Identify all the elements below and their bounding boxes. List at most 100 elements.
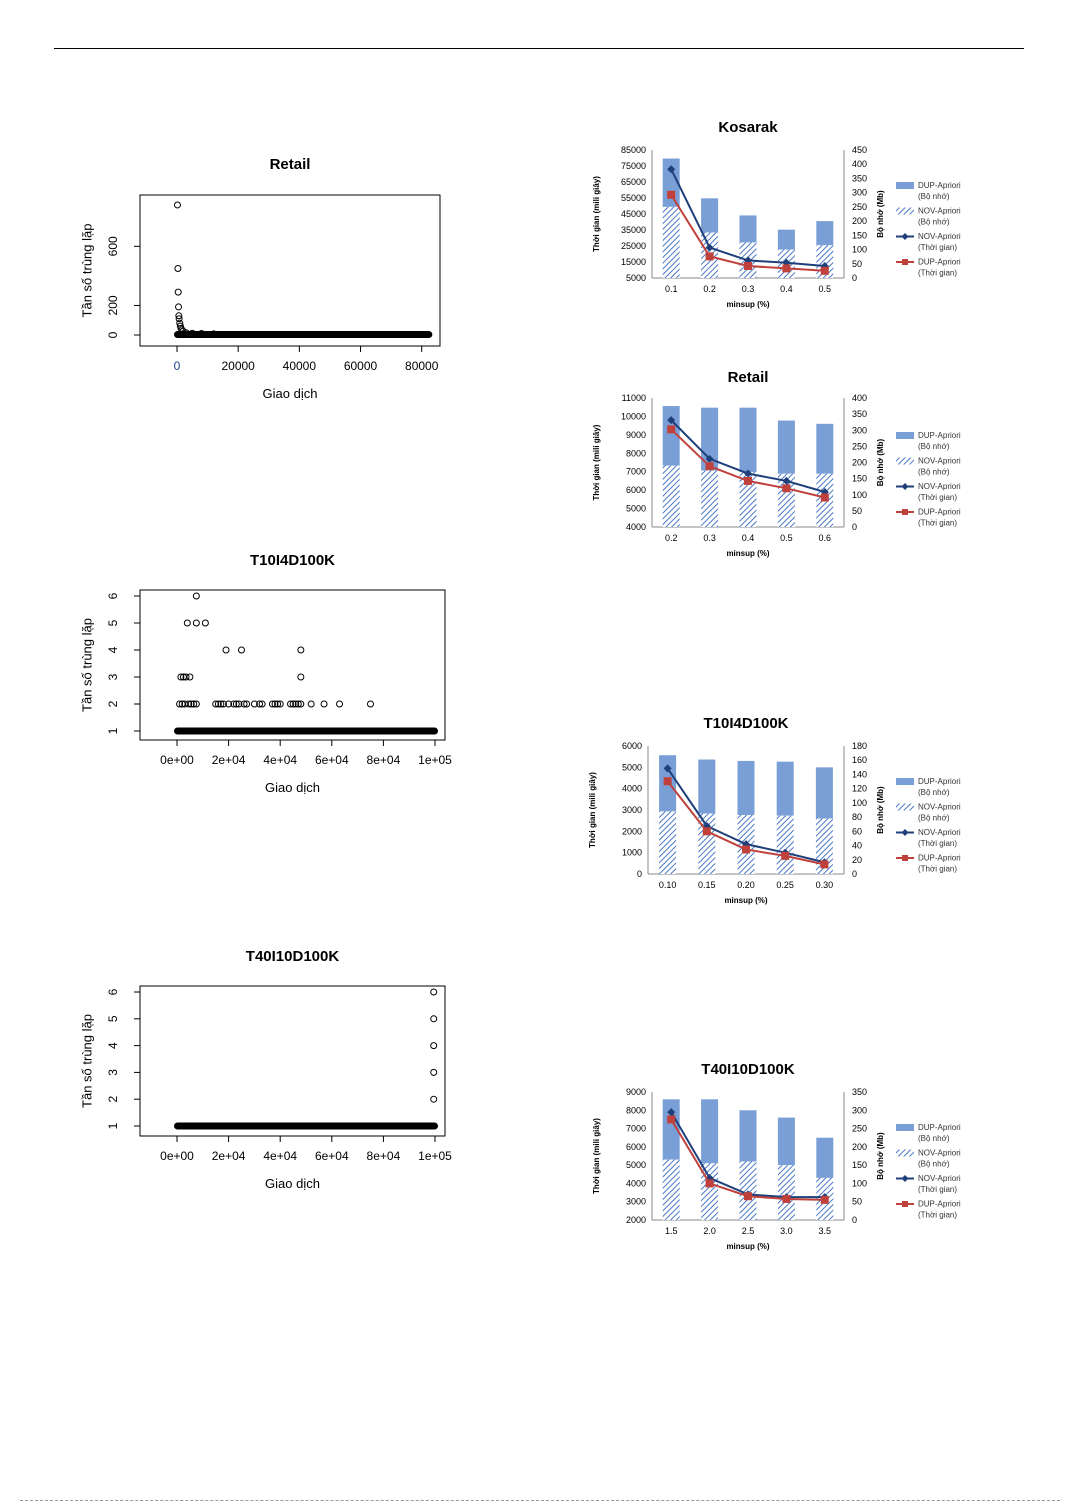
y-tick-label: 55000	[621, 193, 646, 203]
dup-time-marker	[667, 190, 676, 199]
x-tick-label: 0.20	[737, 880, 755, 890]
data-point	[201, 619, 209, 627]
data-point	[232, 700, 240, 708]
data-point	[176, 319, 184, 327]
y-tick-label: 3000	[626, 1197, 646, 1207]
y-axis-label: Tần số trùng lặp	[79, 224, 94, 318]
y-tick-label: 15000	[621, 257, 646, 267]
x-tick-label: 2e+04	[212, 1149, 246, 1163]
legend-name: DUP-Apriori	[918, 181, 961, 190]
legend-name: NOV-Apriori	[918, 1149, 961, 1158]
y-tick-label: 6	[106, 988, 120, 995]
data-point	[188, 329, 196, 337]
dup-time-marker	[744, 476, 752, 485]
data-point	[276, 700, 284, 708]
data-point	[177, 673, 185, 681]
data-point	[176, 700, 184, 708]
y-tick-label: 5000	[626, 504, 646, 514]
y-tick-label: 5000	[626, 1160, 646, 1170]
data-point	[268, 700, 276, 708]
dup-time-marker	[820, 860, 829, 869]
dup-time-marker	[702, 827, 711, 836]
x-tick-label: 0.5	[819, 284, 832, 294]
x-tick-label: 0.3	[703, 533, 716, 543]
y-tick-label: 25000	[621, 241, 646, 251]
y-tick-label: 0	[106, 331, 120, 338]
legend-marker	[902, 855, 908, 861]
bar-dup-memory	[662, 406, 680, 466]
bar-dup-memory	[662, 1099, 680, 1160]
legend-marker	[901, 829, 909, 836]
legend-marker	[901, 1175, 909, 1182]
bar-dup-memory	[701, 198, 719, 233]
dense-point-band	[174, 331, 433, 339]
legend-sub: (Bộ nhớ)	[918, 192, 950, 201]
y-tick-label: 5	[106, 1015, 120, 1022]
legend-sub: (Thời gian)	[918, 1185, 957, 1194]
data-point	[212, 700, 220, 708]
y-axis-label: Thời gian (mili giây)	[592, 1118, 601, 1194]
nov-time-marker	[667, 1108, 676, 1117]
data-point	[430, 1015, 438, 1023]
dup-time-marker	[820, 493, 829, 502]
data-point	[225, 700, 233, 708]
legend-swatch	[896, 1124, 914, 1131]
y-tick-label: 11000	[622, 393, 646, 403]
y2-tick-label: 50	[852, 506, 862, 516]
t10-bar-line-chart: T10I4D100K 0 1000 2000 3000 4000 5000 6000 0 20 40…	[588, 715, 961, 905]
data-point	[235, 700, 243, 708]
legend-sub: (Thời gian)	[918, 519, 957, 528]
y2-tick-label: 250	[852, 441, 867, 451]
nov-time-marker	[667, 165, 676, 174]
legend-name: NOV-Apriori	[918, 457, 961, 466]
y-tick-label: 6000	[626, 1142, 646, 1152]
y-axis-label: Thời gian (mili giây)	[592, 424, 601, 500]
y-tick-label: 2	[106, 1096, 120, 1103]
chart-title: T10I4D100K	[250, 552, 335, 569]
nov-time-marker	[667, 416, 676, 425]
y-tick-label: 200	[106, 295, 120, 315]
y2-tick-label: 150	[852, 474, 867, 484]
y-tick-label: 9000	[626, 1087, 646, 1097]
x-tick-label: 0e+00	[160, 753, 194, 767]
y-tick-label: 3000	[622, 805, 642, 815]
x-tick-label: 6e+04	[315, 753, 349, 767]
legend-name: NOV-Apriori	[918, 828, 961, 837]
bar-dup-memory	[739, 215, 757, 243]
x-tick-label: 0.2	[665, 533, 678, 543]
top-rule	[54, 48, 1024, 49]
legend-swatch	[896, 432, 914, 439]
y2-tick-label: 0	[852, 273, 857, 283]
data-point	[367, 700, 374, 708]
data-point	[297, 700, 305, 708]
x-tick-label: 6e+04	[315, 1149, 349, 1163]
chart-title: T10I4D100K	[703, 715, 788, 732]
bar-dup-memory	[737, 760, 755, 815]
bar-dup-memory	[777, 420, 795, 474]
data-point	[186, 673, 194, 681]
legend-sub: (Thời gian)	[918, 493, 957, 502]
x-tick-label: 0.3	[742, 284, 755, 294]
y2-tick-label: 100	[852, 1178, 867, 1188]
dup-time-marker	[820, 1195, 829, 1204]
data-point	[430, 1095, 438, 1103]
x-tick-label: 1e+05	[418, 1149, 452, 1163]
data-point	[289, 700, 297, 708]
data-point	[258, 700, 266, 708]
y-tick-label: 1000	[622, 848, 642, 858]
y2-tick-label: 300	[852, 425, 867, 435]
legend-swatch	[896, 803, 914, 811]
bar-dup-memory	[777, 1117, 795, 1166]
data-point	[430, 1042, 438, 1050]
data-point	[297, 673, 305, 681]
legend-name: DUP-Apriori	[918, 258, 961, 267]
legend-name: DUP-Apriori	[918, 508, 961, 517]
data-point	[240, 700, 248, 708]
x-tick-label: 2.5	[742, 1226, 755, 1236]
data-point	[192, 619, 200, 627]
bar-dup-memory	[701, 1099, 719, 1164]
data-point	[183, 619, 191, 627]
x-tick-label: 0	[174, 359, 181, 373]
bar-dup-memory	[698, 759, 716, 814]
dup-time-marker	[782, 1194, 791, 1203]
